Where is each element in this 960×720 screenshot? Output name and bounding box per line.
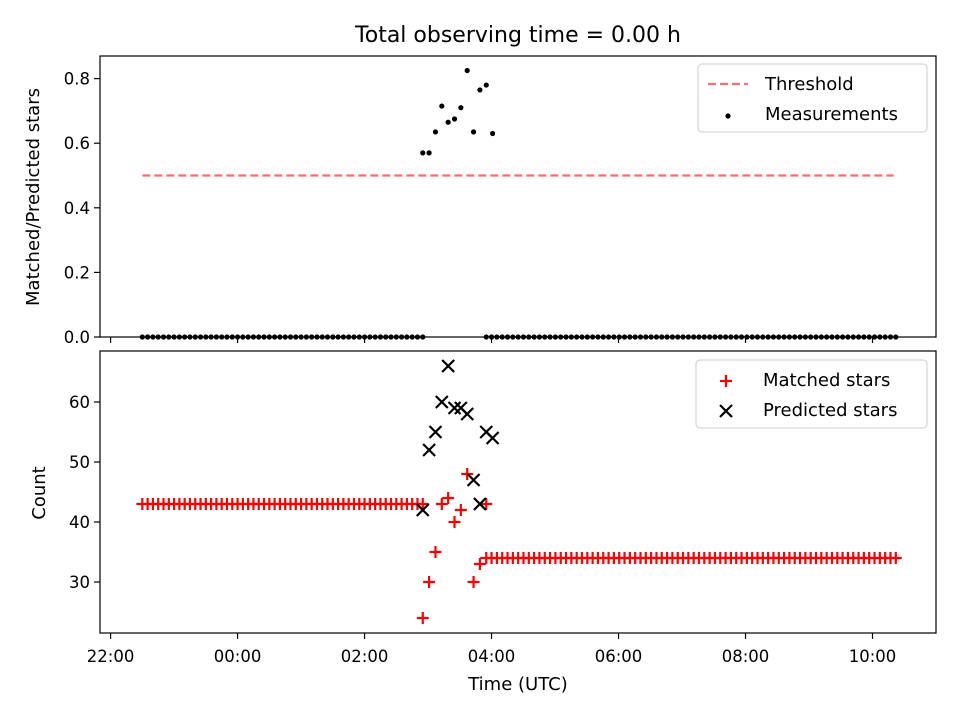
predicted-star-stroke xyxy=(485,431,500,445)
top-panel-legend: Threshold Measurements xyxy=(697,63,928,133)
top-panel-frame xyxy=(99,55,937,338)
predicted-star-stroke xyxy=(460,407,474,421)
legend-predicted-swatch xyxy=(719,404,733,418)
x-tick-label: 10:00 xyxy=(849,647,897,666)
bottom-panel-frame xyxy=(99,350,937,634)
measurement-point xyxy=(470,129,477,135)
top-panel-title: Total observing time = 0.00 h xyxy=(354,23,681,48)
legend-threshold-label: Threshold xyxy=(764,74,854,95)
predicted-star-point xyxy=(485,431,500,445)
bottom-series-layer xyxy=(136,359,902,624)
matched-star-point xyxy=(416,612,429,624)
legend-measurements-label: Measurements xyxy=(765,104,898,125)
matched-star-point xyxy=(454,504,467,516)
x-tick-label: 04:00 xyxy=(468,647,516,666)
predicted-star-point xyxy=(415,503,430,517)
predicted-star-stroke xyxy=(422,443,436,457)
predicted-star-point xyxy=(466,473,481,487)
measurement-point xyxy=(445,119,451,125)
measurement-point xyxy=(464,67,470,74)
bottom-panel-y-ticks: 30 40 50 60 xyxy=(69,393,100,592)
matched-star-point xyxy=(448,516,461,528)
y-tick-label: 0.2 xyxy=(64,263,90,282)
y-tick-label: 0.8 xyxy=(64,70,90,89)
measurement-point xyxy=(426,150,432,156)
y-tick-label: 50 xyxy=(69,453,90,472)
bottom-panel-x-ticks: 22:00 00:00 02:00 04:00 06:00 08:00 10:00 xyxy=(87,633,896,666)
matched-star-point xyxy=(423,576,436,588)
legend-predicted-label: Predicted stars xyxy=(763,400,897,421)
predicted-star-stroke xyxy=(447,401,462,415)
matched-star-point xyxy=(889,552,902,564)
predicted-star-point xyxy=(473,497,487,511)
matched-star-point xyxy=(442,492,455,504)
y-tick-label: 0.4 xyxy=(64,199,90,218)
x-tick-label: 06:00 xyxy=(595,647,643,666)
bottom-panel-legend: Matched stars Predicted stars xyxy=(695,359,928,429)
measurement-point xyxy=(432,129,439,135)
matched-star-point xyxy=(416,498,429,510)
matched-star-point xyxy=(435,498,448,510)
predicted-star-stroke xyxy=(454,401,468,415)
predicted-star-point xyxy=(441,359,455,373)
predicted-star-point xyxy=(460,407,474,421)
x-tick-label: 22:00 xyxy=(87,647,135,666)
matched-star-point xyxy=(429,546,442,558)
top-legend-box xyxy=(697,63,928,133)
measurement-point xyxy=(490,130,496,137)
y-tick-label: 0.0 xyxy=(64,328,90,347)
predicted-star-stroke xyxy=(428,425,443,439)
x-tick-label: 00:00 xyxy=(214,647,262,666)
predicted-star-point xyxy=(447,401,462,415)
matched-star-point xyxy=(467,576,480,588)
predicted-star-stroke xyxy=(435,395,449,409)
bottom-panel: 22:00 00:00 02:00 04:00 06:00 08:00 10:00 30 40… xyxy=(29,350,937,695)
legend-matched-label: Matched stars xyxy=(763,370,890,391)
measurement-point xyxy=(439,103,445,109)
predicted-star-stroke xyxy=(415,503,430,517)
y-tick-label: 60 xyxy=(69,393,90,412)
predicted-star-stroke xyxy=(441,359,455,373)
legend-matched-swatch xyxy=(720,375,732,387)
matched-star-point xyxy=(461,468,474,480)
predicted-star-point xyxy=(422,443,436,457)
top-panel-y-axis-label: Matched/Predicted stars xyxy=(23,88,44,306)
top-panel-y-ticks: 0.0 0.2 0.4 0.6 0.8 xyxy=(64,70,100,347)
measurement-point xyxy=(451,116,458,122)
predicted-star-point xyxy=(428,425,443,439)
measurement-point xyxy=(458,105,464,111)
y-tick-label: 30 xyxy=(69,573,90,592)
measurement-point xyxy=(483,82,489,88)
x-axis-label: Time (UTC) xyxy=(467,674,568,695)
matched-star-point xyxy=(473,558,486,570)
bottom-panel-y-axis-label: Count xyxy=(29,466,50,519)
predicted-star-stroke xyxy=(466,473,481,487)
matched-star-point xyxy=(480,498,493,510)
measurement-point xyxy=(420,150,426,156)
x-tick-label: 02:00 xyxy=(341,647,389,666)
top-panel-x-ticks xyxy=(109,337,874,343)
y-tick-label: 40 xyxy=(69,513,90,532)
y-tick-label: 0.6 xyxy=(64,134,90,153)
top-panel: Total observing time = 0.00 h 0.00.20.40… xyxy=(23,23,937,347)
predicted-star-stroke xyxy=(473,497,487,511)
x-tick-label: 08:00 xyxy=(722,647,770,666)
predicted-star-stroke xyxy=(479,425,494,439)
measurement-point xyxy=(477,87,483,93)
legend-measurements-swatch xyxy=(725,113,731,119)
bottom-legend-box xyxy=(695,359,928,429)
predicted-star-point xyxy=(435,395,449,409)
